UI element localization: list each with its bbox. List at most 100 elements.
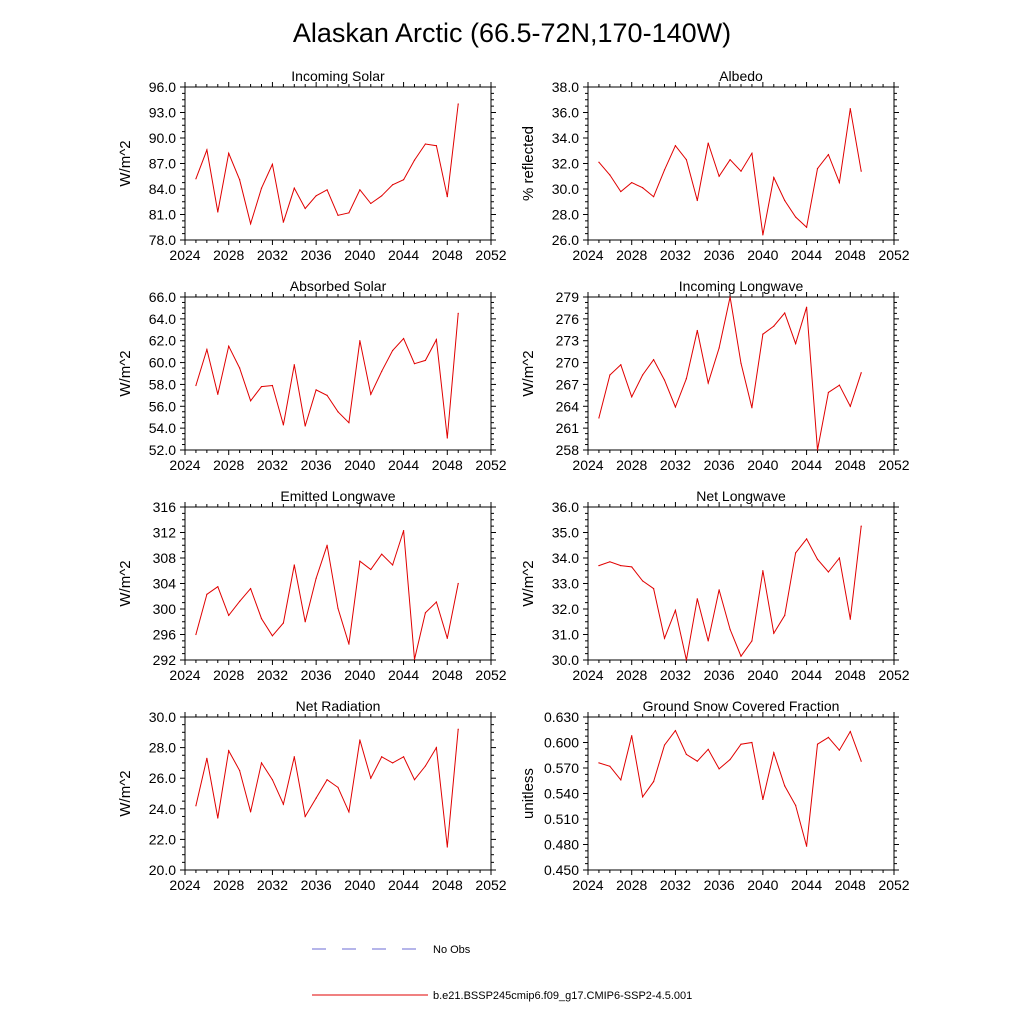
x-tick-label: 2036	[704, 877, 735, 893]
x-tick-label: 2024	[572, 247, 603, 263]
data-point	[642, 374, 644, 376]
y-tick-label: 0.570	[544, 760, 579, 776]
data-point	[304, 815, 306, 818]
y-tick-label: 304	[153, 576, 177, 592]
data-point	[337, 607, 339, 609]
y-tick-label: 62.0	[149, 333, 176, 349]
data-point	[663, 744, 666, 746]
y-tick-label: 0.630	[544, 709, 579, 725]
data-point	[631, 566, 633, 568]
data-point	[413, 363, 416, 365]
y-tick-label: 273	[556, 333, 580, 349]
data-point	[228, 345, 230, 347]
y-tick-label: 258	[556, 442, 580, 458]
x-tick-label: 2032	[660, 667, 691, 683]
data-point	[359, 739, 361, 741]
plot-frame	[587, 296, 895, 451]
x-tick-label: 2028	[616, 877, 647, 893]
y-tick-label: 279	[556, 289, 580, 305]
y-tick-label: 64.0	[149, 311, 176, 327]
y-tick-label: 300	[153, 601, 177, 617]
data-point	[435, 747, 437, 749]
data-point	[348, 811, 350, 813]
data-point	[424, 765, 427, 767]
data-point	[642, 796, 644, 798]
x-tick-label: 2044	[388, 667, 419, 683]
data-point	[217, 817, 219, 819]
x-tick-label: 2024	[169, 877, 200, 893]
data-point	[195, 384, 197, 387]
data-point	[751, 407, 753, 409]
data-point	[293, 364, 295, 366]
y-tick-label: 30.0	[552, 181, 579, 197]
data-point	[239, 600, 241, 602]
data-point	[446, 846, 448, 848]
data-point	[413, 159, 416, 161]
data-point	[707, 640, 709, 642]
x-tick-label: 2044	[388, 247, 419, 263]
x-tick-label: 2044	[388, 877, 419, 893]
data-point	[228, 152, 230, 154]
data-point	[381, 756, 383, 758]
data-point	[609, 174, 611, 176]
x-tick-label: 2040	[747, 877, 778, 893]
data-point	[795, 804, 797, 807]
x-tick-label: 2028	[213, 877, 244, 893]
plot-frame	[587, 86, 895, 241]
data-point	[326, 394, 328, 396]
data-point	[674, 145, 677, 147]
x-tick-label: 2036	[301, 877, 332, 893]
x-tick-label: 2024	[572, 877, 603, 893]
data-point	[424, 143, 427, 145]
data-point	[827, 153, 830, 156]
data-point	[762, 234, 764, 236]
chart-panel-7: Net Radiation W/m^2 2024 2028 2032 2036 2040 20…	[117, 698, 507, 893]
data-point	[762, 798, 764, 801]
data-point	[337, 214, 339, 216]
data-point	[282, 622, 284, 624]
data-point	[392, 762, 394, 764]
data-point	[206, 348, 208, 351]
data-point	[827, 391, 830, 394]
x-tick-label: 2040	[747, 457, 778, 473]
data-point	[838, 182, 840, 184]
plot-frame	[587, 506, 895, 661]
data-point	[293, 564, 295, 566]
data-point	[315, 389, 317, 391]
data-point	[685, 753, 687, 756]
data-point	[827, 736, 830, 739]
data-point	[773, 632, 775, 634]
data-point	[685, 159, 687, 161]
data-point	[315, 577, 317, 580]
data-point	[239, 367, 241, 369]
data-point	[206, 757, 208, 759]
x-tick-label: 2048	[432, 457, 463, 473]
x-tick-label: 2048	[835, 877, 866, 893]
data-point	[707, 382, 709, 384]
data-point	[860, 372, 862, 374]
data-point	[446, 196, 448, 198]
data-point	[326, 544, 328, 546]
y-tick-label: 308	[153, 550, 177, 566]
data-point	[849, 405, 851, 407]
data-point	[860, 170, 862, 172]
data-point	[260, 187, 263, 189]
y-axis-label: W/m^2	[117, 770, 134, 816]
data-point	[260, 762, 263, 764]
data-point	[457, 728, 459, 730]
panels-group: Incoming Solar W/m^2 2024 2028 2032 2036 2040 2…	[117, 68, 910, 893]
data-point	[195, 633, 197, 636]
y-tick-label: 24.0	[149, 801, 176, 817]
data-point	[217, 211, 219, 213]
data-point	[718, 768, 720, 770]
legend-obs-label: No Obs	[433, 944, 471, 956]
data-point	[816, 558, 819, 560]
panel-title: Albedo	[719, 68, 763, 84]
data-point	[435, 339, 437, 341]
data-point	[816, 168, 819, 170]
y-tick-label: 36.0	[552, 105, 579, 121]
y-tick-label: 296	[153, 627, 177, 643]
data-point	[816, 449, 819, 451]
data-point	[315, 195, 317, 197]
y-axis-label: W/m^2	[520, 350, 537, 396]
